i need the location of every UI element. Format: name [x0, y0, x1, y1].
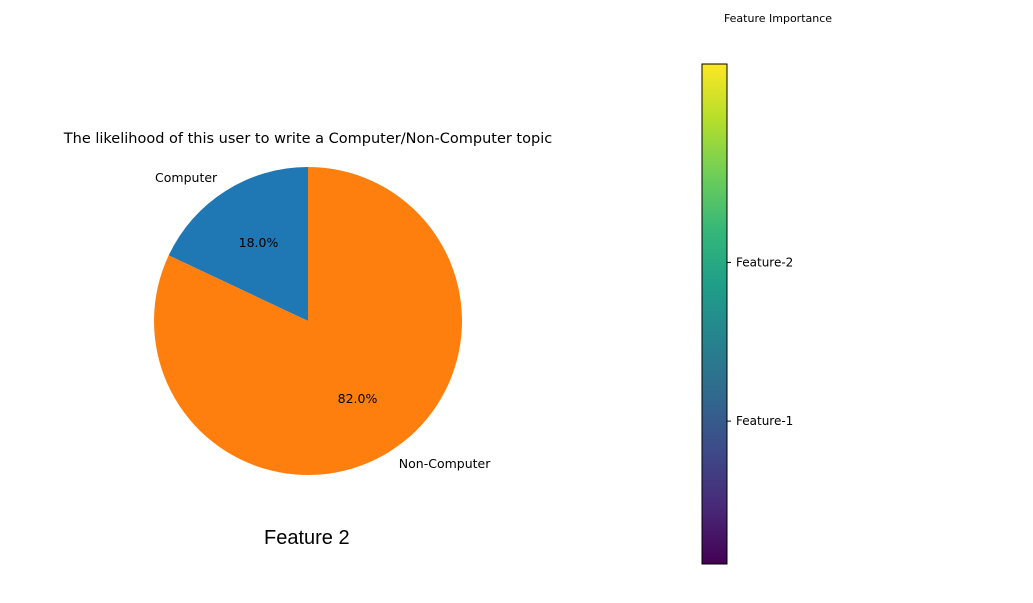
pie-slices [154, 167, 463, 475]
pie-label-non-computer: Non-Computer [399, 456, 491, 471]
colorbar: Feature Importance Feature-1 Feature-2 [701, 12, 832, 565]
pie-slice-computer [168, 167, 308, 321]
pie-labels: Computer 18.0% Non-Computer 82.0% [155, 170, 491, 471]
pie-label-computer: Computer [155, 170, 218, 185]
pie-percent-computer: 18.0% [239, 235, 279, 250]
colorbar-tick-label: Feature-2 [736, 255, 793, 269]
colorbar-tick-label: Feature-1 [736, 414, 793, 428]
pie-title: The likelihood of this user to write a C… [63, 131, 552, 147]
colorbar-title: Feature Importance [724, 12, 832, 25]
figure-caption: Feature 2 [264, 527, 350, 549]
colorbar-ticks: Feature-1 Feature-2 [727, 255, 793, 428]
colorbar-frame [701, 63, 728, 565]
pie-chart: The likelihood of this user to write a C… [63, 131, 552, 475]
colorbar-gradient [702, 64, 727, 564]
pie-slice-non-computer [154, 167, 463, 475]
pie-percent-non-computer: 82.0% [338, 391, 378, 406]
